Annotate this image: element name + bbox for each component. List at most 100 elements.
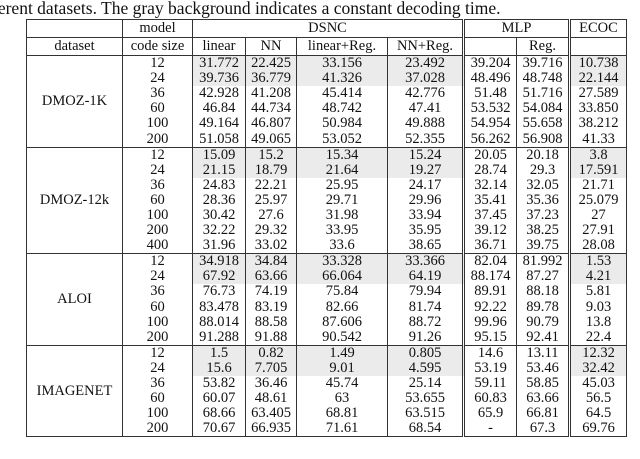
cell-mlp-reg: 92.41 (516, 329, 571, 346)
cell-code-size: 36 (122, 86, 193, 102)
cell-dsnc-nn-reg: 4.595 (387, 360, 465, 376)
cell-dsnc-nn-reg: 33.94 (387, 207, 465, 224)
cell-code-size: 12 (122, 146, 193, 163)
cell-mlp: 35.41 (463, 192, 517, 208)
dataset-name: DMOZ-12k (26, 146, 123, 255)
cell-ecoc: 5.81 (569, 284, 627, 300)
cell-mlp: 82.04 (463, 253, 517, 270)
cell-dsnc-linear: 31.772 (192, 55, 246, 72)
cell-dsnc-nn-reg: 33.366 (387, 253, 465, 270)
cell-ecoc: 22.144 (569, 71, 627, 87)
cell-mlp: 20.05 (463, 146, 517, 163)
cell-code-size: 60 (122, 192, 193, 208)
table-row: 100 30.42 27.6 31.98 33.94 37.45 37.23 27 (27, 207, 627, 224)
cell-dsnc-linear-reg: 50.984 (296, 116, 388, 132)
cell-code-size: 200 (122, 421, 193, 438)
cell-dsnc-linear: 34.918 (192, 253, 246, 270)
table-row: 36 24.83 22.21 25.95 24.17 32.14 32.05 21.71 (27, 177, 627, 193)
cell-mlp-reg: 38.25 (516, 223, 571, 239)
cell-code-size: 12 (122, 55, 193, 72)
cell-dsnc-linear-reg: 33.328 (296, 253, 388, 270)
cell-dsnc-nn: 7.705 (245, 360, 297, 376)
header-ecoc-sub (569, 37, 627, 56)
table-row: 60 60.07 48.61 63 53.655 60.83 63.66 56.5 (27, 391, 627, 407)
cell-dsnc-nn-reg: 15.24 (387, 146, 465, 163)
cell-code-size: 36 (122, 177, 193, 193)
cell-dsnc-linear: 31.96 (192, 238, 246, 254)
dataset-name: IMAGENET (26, 344, 123, 438)
cell-dsnc-linear-reg: 53.052 (296, 131, 388, 148)
cell-ecoc: 33.850 (569, 101, 627, 117)
cell-mlp-reg: 53.46 (516, 360, 571, 376)
cell-dsnc-nn-reg: 81.74 (387, 299, 465, 315)
header-mlp-reg: Reg. (516, 37, 571, 56)
cell-ecoc: 27 (569, 207, 627, 224)
cell-dsnc-linear: 21.15 (192, 162, 246, 178)
cell-mlp: 65.9 (463, 406, 517, 422)
cell-mlp: 89.91 (463, 284, 517, 300)
cell-code-size: 100 (122, 314, 193, 330)
cell-dsnc-linear: 15.09 (192, 146, 246, 163)
cell-mlp: 48.496 (463, 71, 517, 87)
table-row: 200 51.058 49.065 53.052 52.355 56.262 56.908 4… (27, 131, 627, 148)
cell-dsnc-linear-reg: 75.84 (296, 284, 388, 300)
cell-dsnc-linear: 88.014 (192, 314, 246, 330)
cell-mlp: - (463, 421, 517, 438)
cell-dsnc-nn: 36.46 (245, 375, 297, 392)
header-model: model (122, 19, 193, 38)
dataset-name: ALOI (26, 253, 123, 346)
cell-dsnc-nn: 88.58 (245, 314, 297, 330)
cell-code-size: 100 (122, 207, 193, 224)
header-ecoc: ECOC (569, 19, 627, 38)
cell-dsnc-linear-reg: 90.542 (296, 329, 388, 346)
cell-dsnc-linear-reg: 21.64 (296, 162, 388, 178)
cell-dsnc-nn: 48.61 (245, 391, 297, 407)
cell-code-size: 24 (122, 71, 193, 87)
cell-mlp-reg: 90.79 (516, 314, 571, 330)
cell-dsnc-linear: 24.83 (192, 177, 246, 193)
cell-dsnc-nn: 41.208 (245, 86, 297, 102)
cell-mlp: 37.45 (463, 207, 517, 224)
cell-dsnc-nn-reg: 0.805 (387, 344, 465, 361)
cell-ecoc: 12.32 (569, 344, 627, 361)
cell-dsnc-nn-reg: 63.515 (387, 406, 465, 422)
cell-code-size: 12 (122, 253, 193, 270)
table-row: 36 53.82 36.46 45.74 25.14 59.11 58.85 45.03 (27, 375, 627, 392)
cell-dsnc-linear: 32.22 (192, 223, 246, 239)
cell-mlp: 51.48 (463, 86, 517, 102)
cell-dsnc-linear-reg: 87.606 (296, 314, 388, 330)
cell-dsnc-linear: 91.288 (192, 329, 246, 346)
cell-dsnc-linear-reg: 25.95 (296, 177, 388, 193)
cell-mlp-reg: 32.05 (516, 177, 571, 193)
table-row: 400 31.96 33.02 33.6 38.65 36.71 39.75 28.08 (27, 238, 627, 254)
table-row: DMOZ-1K 12 31.772 22.425 33.156 23.492 39.204 3… (26, 55, 627, 148)
cell-dsnc-linear: 15.6 (192, 360, 246, 376)
cell-dsnc-linear-reg: 33.6 (296, 238, 388, 254)
table-row: 24 15.6 7.705 9.01 4.595 53.19 53.46 32.42 (27, 360, 627, 376)
header-dataset: dataset (26, 37, 123, 56)
cell-dsnc-linear-reg: 33.95 (296, 223, 388, 239)
cell-mlp-reg: 67.3 (516, 421, 571, 438)
table-row: 24 67.92 63.66 66.064 64.19 88.174 87.27 4.21 (27, 269, 627, 285)
cell-mlp-reg: 56.908 (516, 131, 571, 148)
header-mlp: MLP (463, 19, 571, 38)
header-row-model: model DSNC MLP ECOC (26, 19, 627, 38)
cell-mlp: 39.204 (463, 55, 517, 72)
cell-dsnc-nn-reg: 19.27 (387, 162, 465, 178)
cell-ecoc: 22.4 (569, 329, 627, 346)
cell-ecoc: 64.5 (569, 406, 627, 422)
cell-mlp-reg: 87.27 (516, 269, 571, 285)
cell-ecoc: 28.08 (569, 238, 627, 254)
cell-dsnc-nn: 49.065 (245, 131, 297, 148)
cell-dsnc-nn: 44.734 (245, 101, 297, 117)
table-row: 36 76.73 74.19 75.84 79.94 89.91 88.18 5.81 (27, 284, 627, 300)
cell-dsnc-nn: 18.79 (245, 162, 297, 178)
cell-dsnc-linear: 1.5 (192, 344, 246, 361)
cell-ecoc: 4.21 (569, 269, 627, 285)
cell-dsnc-linear-reg: 9.01 (296, 360, 388, 376)
table-row: 60 83.478 83.19 82.66 81.74 92.22 89.78 9.03 (27, 299, 627, 315)
table-row: DMOZ-12k 12 15.09 15.2 15.34 15.24 20.05 20.18 3… (26, 146, 627, 255)
cell-dsnc-linear-reg: 45.74 (296, 375, 388, 392)
cell-dsnc-linear: 68.66 (192, 406, 246, 422)
cell-mlp-reg: 20.18 (516, 146, 571, 163)
